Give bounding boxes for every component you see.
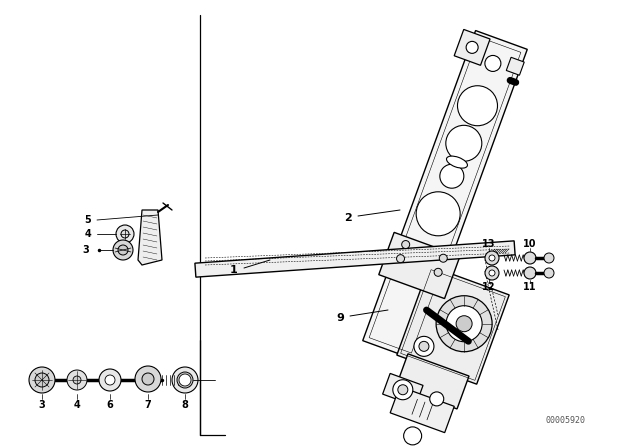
Circle shape xyxy=(116,225,134,243)
Circle shape xyxy=(99,369,121,391)
Text: 6: 6 xyxy=(107,400,113,410)
Circle shape xyxy=(434,268,442,276)
Text: 4: 4 xyxy=(84,229,92,239)
Circle shape xyxy=(393,380,413,400)
Polygon shape xyxy=(506,57,524,75)
Text: 00005920: 00005920 xyxy=(545,415,585,425)
Circle shape xyxy=(429,392,444,406)
Circle shape xyxy=(67,370,87,390)
Polygon shape xyxy=(379,233,460,298)
Circle shape xyxy=(73,376,81,384)
Polygon shape xyxy=(383,374,423,406)
Text: 5: 5 xyxy=(84,215,92,225)
Polygon shape xyxy=(454,30,490,65)
Polygon shape xyxy=(396,354,469,409)
Circle shape xyxy=(414,336,434,356)
Circle shape xyxy=(113,240,133,260)
Circle shape xyxy=(489,255,495,261)
Text: 1: 1 xyxy=(230,265,238,275)
Circle shape xyxy=(105,375,115,385)
Circle shape xyxy=(404,427,422,445)
Circle shape xyxy=(446,125,482,161)
Circle shape xyxy=(402,241,410,249)
Text: 3: 3 xyxy=(38,400,45,410)
Circle shape xyxy=(398,385,408,395)
Polygon shape xyxy=(195,241,515,277)
Circle shape xyxy=(466,41,478,53)
Circle shape xyxy=(172,367,198,393)
Text: 13: 13 xyxy=(483,239,496,249)
Circle shape xyxy=(29,367,55,393)
Text: 2: 2 xyxy=(344,213,352,223)
Circle shape xyxy=(436,296,492,352)
Polygon shape xyxy=(390,387,454,433)
Circle shape xyxy=(142,373,154,385)
Text: 3: 3 xyxy=(83,245,90,255)
Text: 9: 9 xyxy=(336,313,344,323)
Text: 11: 11 xyxy=(524,282,537,292)
Polygon shape xyxy=(397,266,509,384)
Circle shape xyxy=(419,341,429,351)
Circle shape xyxy=(416,192,460,236)
Polygon shape xyxy=(363,30,527,359)
Circle shape xyxy=(544,268,554,278)
Circle shape xyxy=(524,267,536,279)
Circle shape xyxy=(489,270,495,276)
Circle shape xyxy=(544,253,554,263)
Circle shape xyxy=(440,164,464,188)
Circle shape xyxy=(118,245,128,255)
Circle shape xyxy=(121,230,129,238)
Circle shape xyxy=(458,86,497,126)
Circle shape xyxy=(485,251,499,265)
Circle shape xyxy=(177,372,193,388)
Polygon shape xyxy=(138,210,162,265)
Ellipse shape xyxy=(447,156,467,168)
Text: 7: 7 xyxy=(145,400,152,410)
Circle shape xyxy=(135,366,161,392)
Circle shape xyxy=(456,316,472,332)
Text: 4: 4 xyxy=(74,400,81,410)
Circle shape xyxy=(524,252,536,264)
Circle shape xyxy=(485,56,501,71)
Circle shape xyxy=(439,254,447,262)
Circle shape xyxy=(446,306,482,342)
Circle shape xyxy=(179,374,191,386)
Text: 12: 12 xyxy=(483,282,496,292)
Text: 10: 10 xyxy=(524,239,537,249)
Circle shape xyxy=(485,266,499,280)
Text: 8: 8 xyxy=(182,400,188,410)
Circle shape xyxy=(397,254,404,263)
Circle shape xyxy=(35,373,49,387)
